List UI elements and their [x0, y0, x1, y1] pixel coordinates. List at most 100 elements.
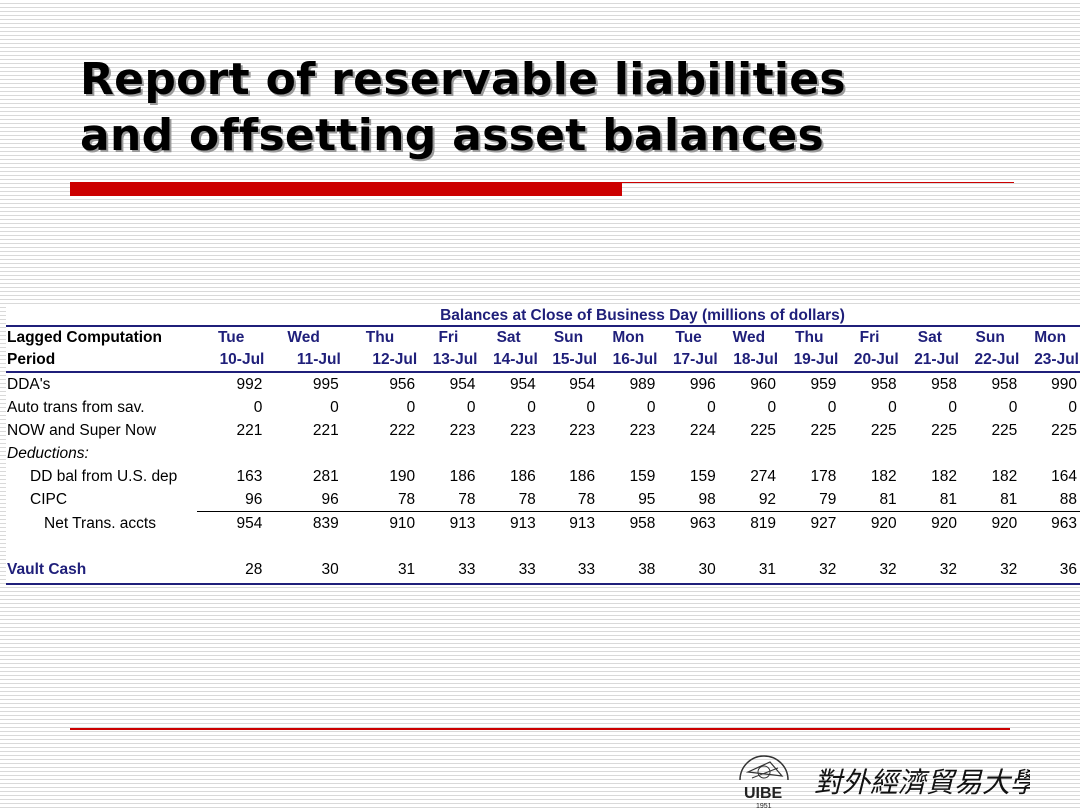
table-cell: 954: [236, 515, 263, 532]
header-label-period: Period: [6, 349, 198, 373]
table-row: Deductions:: [6, 442, 1080, 465]
table-cell: 958: [991, 376, 1018, 393]
uibe-emblem-icon: UIBE 1951: [739, 755, 789, 808]
svg-text:UIBE: UIBE: [744, 785, 783, 802]
table-cell: 221: [236, 422, 263, 439]
header-date: 10-Jul: [197, 349, 266, 373]
header-row-dates: Period 10-Jul 11-Jul 12-Jul 13-Jul 14-Jul 15-J…: [6, 349, 1080, 373]
table-cell: 956: [389, 376, 416, 393]
table-cell: 913: [569, 515, 596, 532]
header-date: 17-Jul: [658, 349, 719, 373]
header-day: Wed: [718, 325, 780, 349]
header-day: Fri: [418, 325, 479, 349]
table-cell: 920: [931, 515, 957, 532]
table-cell: 963: [1051, 515, 1077, 532]
table-cell: 819: [750, 515, 777, 532]
table-cell: 225: [991, 422, 1018, 439]
header-day: Sun: [960, 325, 1021, 349]
slide-title: Report of reservable liabilities and off…: [80, 52, 1040, 164]
table-cell: 0: [253, 399, 263, 416]
table-cell: 995: [312, 376, 339, 393]
table-cell: 96: [197, 488, 266, 512]
header-label-lagged: Lagged Computation: [6, 325, 198, 349]
footer-rule: [70, 728, 1010, 730]
header-day: Fri: [839, 325, 900, 349]
table-cell: 186: [509, 468, 536, 485]
table-cell: 959: [810, 376, 837, 393]
table-cell: 28: [197, 557, 266, 585]
header-date: 19-Jul: [779, 349, 840, 373]
row-label: Auto trans from sav.: [7, 399, 145, 416]
header-day: Wed: [265, 325, 342, 349]
table-cell: 0: [827, 399, 837, 416]
title-line-2: and offsetting asset balances: [80, 110, 825, 161]
table-cell: 963: [689, 515, 716, 532]
table-cell: 992: [236, 376, 263, 393]
table-cell: 224: [689, 422, 716, 439]
table-cell: 81: [899, 488, 960, 512]
header-date: 23-Jul: [1020, 349, 1080, 373]
table-row: Auto trans from sav. 0 0 0 0 0 0 0 0 0 0 0 0 0 0: [6, 396, 1080, 419]
table-cell: 88: [1020, 488, 1080, 512]
table-cell: 839: [312, 515, 339, 532]
table-cell: 954: [509, 376, 536, 393]
table-cell: 990: [1051, 376, 1077, 393]
table-cell: 33: [478, 557, 539, 585]
table-cell: 78: [538, 488, 599, 512]
header-date: 20-Jul: [839, 349, 900, 373]
table-cell: 32: [839, 557, 900, 585]
row-label: Deductions:: [7, 445, 89, 462]
table-cell: 958: [931, 376, 957, 393]
title-underline-bar: [70, 182, 622, 196]
table-row: DDA's 992 995 956 954 954 954 989 996 960 959 958 95…: [6, 372, 1080, 396]
table-cell: 182: [991, 468, 1018, 485]
table-cell: 960: [750, 376, 777, 393]
table-cell: 913: [449, 515, 476, 532]
header-date: 18-Jul: [718, 349, 780, 373]
table-cell: 225: [1051, 422, 1077, 439]
row-label: CIPC: [30, 491, 68, 509]
table-cell: 0: [406, 399, 416, 416]
header-date: 15-Jul: [538, 349, 599, 373]
table-cell: 920: [870, 515, 897, 532]
table-cell: 0: [330, 399, 339, 416]
table-cell: 225: [870, 422, 897, 439]
row-label: NOW and Super Now: [7, 422, 157, 439]
table-cell: 225: [750, 422, 777, 439]
table-cell: 186: [569, 468, 596, 485]
table-cell: 30: [265, 557, 342, 585]
table-cell: 920: [991, 515, 1018, 532]
table-cell: 0: [646, 399, 656, 416]
header-date: 22-Jul: [960, 349, 1021, 373]
table-cell: 96: [265, 488, 342, 512]
table-cell: 79: [779, 488, 840, 512]
table-cell: 221: [312, 422, 339, 439]
header-date: 12-Jul: [341, 349, 419, 373]
table-cell: 78: [418, 488, 479, 512]
table-cell: 38: [598, 557, 659, 585]
spacer-cell: [6, 535, 1080, 557]
table-cell: 225: [931, 422, 957, 439]
table-cell: 0: [1068, 399, 1077, 416]
header-day: Tue: [197, 325, 266, 349]
table-cell: 32: [779, 557, 840, 585]
table-row: DD bal from U.S. dep 163 281 190 186 186 186 15…: [6, 465, 1080, 488]
table-cell: 0: [767, 399, 777, 416]
table-cell: 81: [960, 488, 1021, 512]
header-day: Sat: [478, 325, 539, 349]
table-cell: 159: [689, 468, 716, 485]
header-day: Tue: [658, 325, 719, 349]
table-cell: 36: [1020, 557, 1080, 585]
header-date: 21-Jul: [899, 349, 960, 373]
spacer-row: [6, 535, 1080, 557]
table-cell: 182: [870, 468, 897, 485]
header-day: Sat: [899, 325, 960, 349]
header-day: Mon: [598, 325, 659, 349]
title-line-1: Report of reservable liabilities: [80, 54, 846, 105]
table-cell: 32: [899, 557, 960, 585]
table-cell: 223: [629, 422, 656, 439]
header-row-days: Lagged Computation Tue Wed Thu Fri Sat Sun Mon T…: [6, 325, 1080, 349]
table-cell: 958: [629, 515, 656, 532]
table-cell: 0: [466, 399, 476, 416]
header-date: 13-Jul: [418, 349, 479, 373]
